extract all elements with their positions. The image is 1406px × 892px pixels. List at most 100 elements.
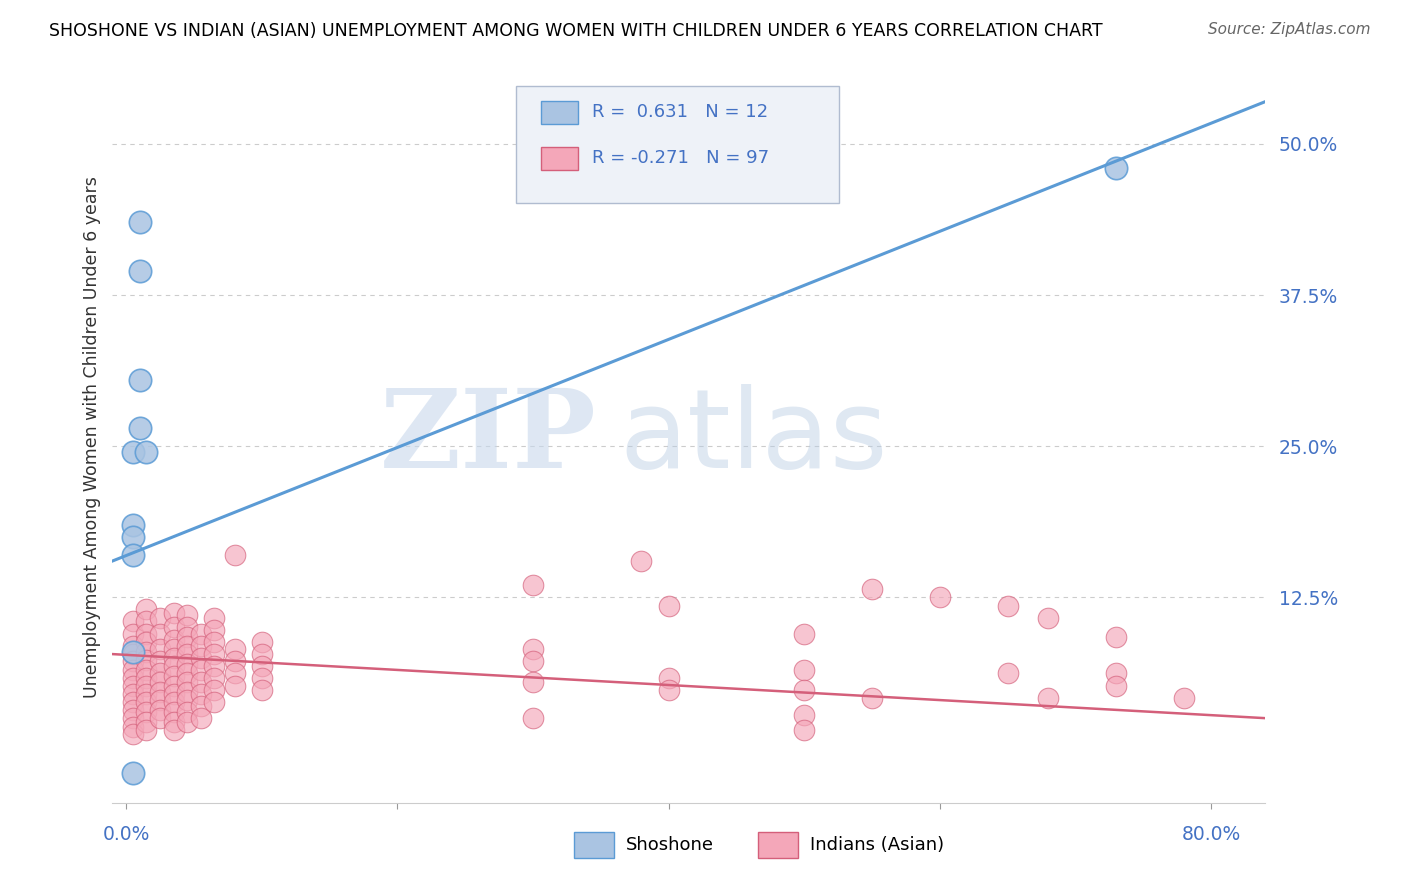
Y-axis label: Unemployment Among Women with Children Under 6 years: Unemployment Among Women with Children U… xyxy=(83,176,101,698)
Point xyxy=(250,671,273,685)
Point xyxy=(793,723,815,738)
Point xyxy=(250,647,273,661)
Point xyxy=(162,705,184,719)
Text: R = -0.271   N = 97: R = -0.271 N = 97 xyxy=(592,149,769,168)
Point xyxy=(135,602,157,616)
Point xyxy=(793,663,815,677)
Point xyxy=(997,599,1019,613)
Point xyxy=(149,642,172,657)
Point xyxy=(176,666,198,681)
Point xyxy=(202,611,225,625)
Point xyxy=(176,608,198,623)
Point xyxy=(176,620,198,634)
Point xyxy=(202,659,225,673)
Point xyxy=(149,684,172,698)
Point xyxy=(121,687,143,701)
Point xyxy=(149,693,172,707)
Point xyxy=(162,679,184,693)
Point xyxy=(149,626,172,640)
Point xyxy=(224,654,246,668)
Point xyxy=(190,663,212,677)
FancyBboxPatch shape xyxy=(516,86,839,203)
Point xyxy=(135,615,157,629)
Point xyxy=(162,696,184,710)
Point xyxy=(202,671,225,685)
Point xyxy=(121,645,143,659)
Point xyxy=(135,653,157,667)
Point xyxy=(176,639,198,653)
Point xyxy=(250,659,273,673)
Point xyxy=(149,674,172,689)
Point xyxy=(121,663,143,677)
Point xyxy=(162,659,184,673)
Point xyxy=(135,705,157,719)
Point xyxy=(121,703,143,717)
Text: 80.0%: 80.0% xyxy=(1181,824,1240,844)
Point xyxy=(190,699,212,714)
Text: Shoshone: Shoshone xyxy=(626,836,713,854)
Point xyxy=(135,626,157,640)
Point xyxy=(135,663,157,677)
Point xyxy=(176,705,198,719)
Bar xyxy=(541,101,578,124)
Point xyxy=(121,720,143,734)
Point xyxy=(1105,630,1128,644)
Bar xyxy=(758,832,799,858)
Point xyxy=(162,669,184,683)
Point xyxy=(135,635,157,649)
Point xyxy=(658,599,681,613)
Point xyxy=(121,711,143,725)
Point xyxy=(224,679,246,693)
Point xyxy=(658,671,681,685)
Point xyxy=(1105,679,1128,693)
Point xyxy=(121,671,143,685)
Point xyxy=(202,683,225,698)
Point xyxy=(121,626,143,640)
Point xyxy=(190,626,212,640)
Point xyxy=(190,674,212,689)
Point xyxy=(162,620,184,634)
Point xyxy=(202,635,225,649)
Point xyxy=(135,696,157,710)
Point xyxy=(121,639,143,653)
Point xyxy=(149,703,172,717)
Point xyxy=(1173,690,1195,705)
Point xyxy=(190,687,212,701)
Point xyxy=(162,642,184,657)
Point xyxy=(135,679,157,693)
Point xyxy=(202,696,225,710)
Point xyxy=(928,591,950,605)
Text: R =  0.631   N = 12: R = 0.631 N = 12 xyxy=(592,103,768,121)
Point xyxy=(860,582,883,596)
Point xyxy=(250,635,273,649)
Point xyxy=(135,671,157,685)
Point xyxy=(250,683,273,698)
Point xyxy=(176,657,198,671)
Point xyxy=(630,554,652,568)
Point xyxy=(121,727,143,741)
Point xyxy=(1105,666,1128,681)
Point xyxy=(793,707,815,722)
Point xyxy=(202,623,225,637)
Point xyxy=(128,215,150,229)
Point xyxy=(162,723,184,738)
Point xyxy=(149,666,172,681)
Point xyxy=(121,517,143,532)
Point xyxy=(149,611,172,625)
Bar xyxy=(541,146,578,170)
Point xyxy=(522,654,544,668)
Point xyxy=(128,264,150,278)
Point xyxy=(202,647,225,661)
Point xyxy=(135,723,157,738)
Point xyxy=(162,606,184,620)
Point xyxy=(176,674,198,689)
Text: atlas: atlas xyxy=(620,384,889,491)
Point xyxy=(121,548,143,562)
Point xyxy=(128,421,150,435)
Text: SHOSHONE VS INDIAN (ASIAN) UNEMPLOYMENT AMONG WOMEN WITH CHILDREN UNDER 6 YEARS : SHOSHONE VS INDIAN (ASIAN) UNEMPLOYMENT … xyxy=(49,22,1102,40)
Point xyxy=(1105,161,1128,175)
Point xyxy=(121,654,143,668)
Point xyxy=(121,445,143,459)
Point xyxy=(149,711,172,725)
Point xyxy=(176,630,198,644)
